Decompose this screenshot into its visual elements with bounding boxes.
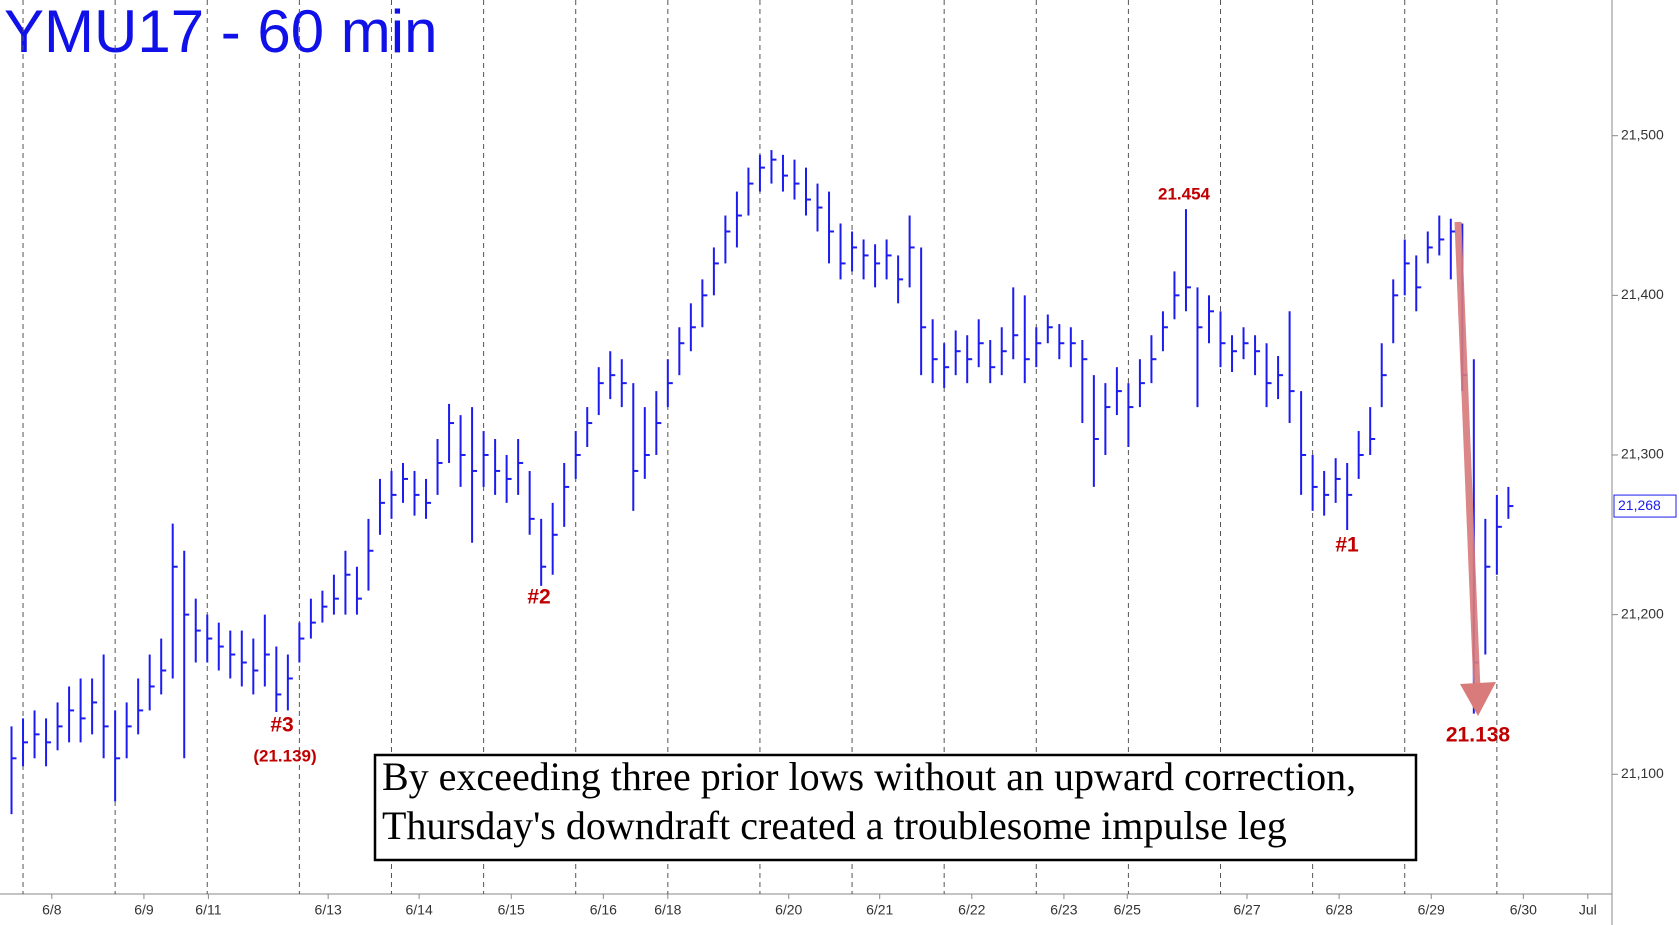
x-tick-label: 6/14 [405,902,432,918]
x-tick-label: 6/25 [1114,902,1141,918]
y-tick-label: 21,400 [1621,286,1664,302]
x-tick-label: 6/15 [498,902,525,918]
x-tick-label: 6/22 [958,902,985,918]
last-price-label: 21,268 [1618,497,1661,513]
y-tick-label: 21,300 [1621,446,1664,462]
x-tick-label: 6/11 [195,902,221,918]
x-tick-label: 6/21 [866,902,893,918]
y-tick-label: 21,500 [1621,126,1664,142]
annotation: #3 [270,714,293,737]
bars [10,150,1514,815]
x-tick-label: 6/13 [315,902,342,918]
last-price-box [1613,494,1677,518]
x-tick-label: 6/16 [590,902,617,918]
x-tick-label: 6/23 [1050,902,1077,918]
note-box [373,753,1418,862]
note-line: By exceeding three prior lows without an… [382,754,1356,799]
note-line: Thursday's downdraft created a troubleso… [382,803,1287,848]
x-tick-label: 6/30 [1510,902,1537,918]
arrow-line [1454,221,1481,691]
grid [22,0,1618,899]
chart-title: YMU17 - 60 min [4,0,437,65]
annotation: 21.138 [1446,724,1511,747]
x-tick-label: 6/20 [775,902,802,918]
annotation: #1 [1335,534,1359,557]
annotation: #2 [527,586,550,609]
annotation: (21.139) [253,746,316,765]
y-tick-label: 21,100 [1621,765,1664,781]
annotation: 21.454 [1158,184,1211,203]
x-tick-label: 6/29 [1418,902,1445,918]
x-tick-label: 6/8 [42,902,62,918]
x-tick-label: Jul [1579,902,1597,918]
arrow-head [1460,682,1496,716]
y-tick-label: 21,200 [1621,605,1664,621]
x-tick-label: 6/27 [1233,902,1260,918]
x-tick-label: 6/18 [654,902,681,918]
x-tick-label: 6/9 [134,902,154,918]
x-tick-label: 6/28 [1325,902,1352,918]
